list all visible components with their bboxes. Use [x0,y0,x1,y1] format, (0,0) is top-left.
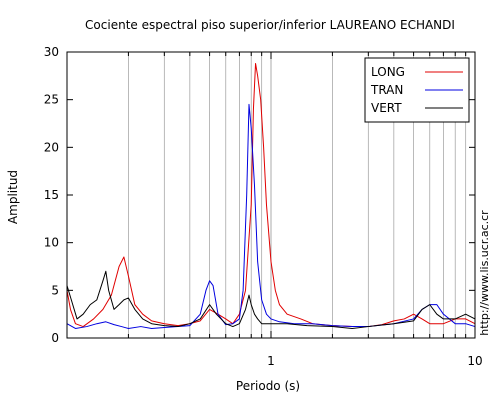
legend-label-vert: VERT [371,101,402,115]
y-tick-label: 30 [44,45,59,59]
y-tick-label: 0 [51,331,59,345]
side-url-label: http://www.lis.ucr.ac.cr [478,210,491,336]
legend-label-tran: TRAN [370,83,403,97]
y-axis-ticks: 0 5 10 15 20 25 30 [44,45,475,345]
series-line-vert [66,270,476,329]
y-tick-label: 5 [51,283,59,297]
legend-label-long: LONG [371,65,405,79]
series-line-long [66,62,476,328]
x-tick-label: 1 [267,354,275,368]
y-tick-label: 25 [44,93,59,107]
x-axis-label: Periodo (s) [236,379,300,393]
chart-title: Cociente espectral piso superior/inferio… [85,18,455,32]
x-axis-ticks: 1 10 [127,52,483,368]
x-tick-label: 10 [467,354,482,368]
y-tick-label: 15 [44,188,59,202]
y-tick-label: 10 [44,236,59,250]
series-lines [66,62,476,329]
y-axis-label: Amplitud [6,170,20,224]
legend: LONG TRAN VERT [364,57,470,123]
series-line-tran [66,103,476,329]
y-tick-label: 20 [44,140,59,154]
